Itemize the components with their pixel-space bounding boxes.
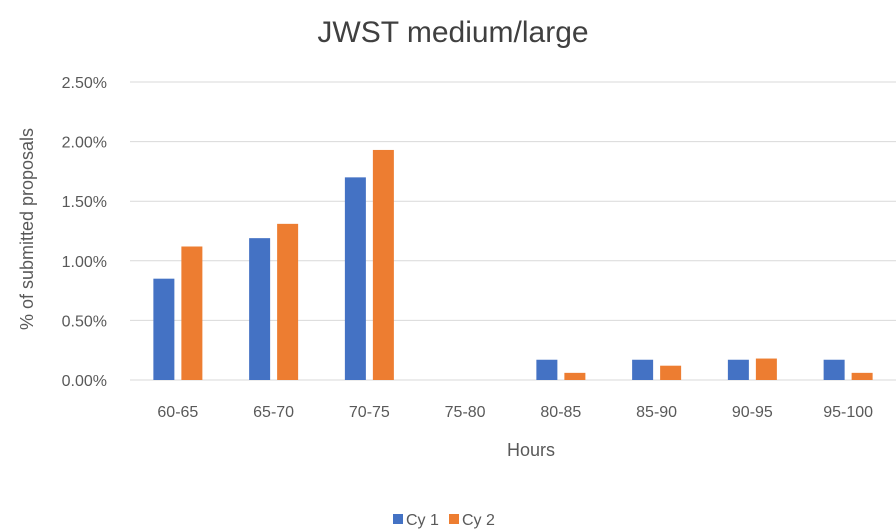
chart-title: JWST medium/large: [317, 16, 588, 49]
x-axis-label: Hours: [507, 440, 555, 460]
y-axis-label: % of submitted proposals: [17, 128, 37, 330]
y-tick-label: 0.50%: [62, 313, 107, 330]
bars: [153, 149, 873, 380]
y-tick-label: 2.50%: [62, 75, 107, 92]
y-tick-label: 1.00%: [62, 254, 107, 271]
y-axis-ticks: 0.00% 0.50% 1.00% 1.50% 2.00% 2.50%: [62, 75, 107, 390]
bar-cy-1: [727, 359, 749, 380]
x-tick-label: 65-70: [253, 404, 294, 421]
bar-cy-1: [153, 278, 175, 380]
bar-cy-2: [277, 223, 299, 380]
x-tick-label: 85-90: [636, 404, 677, 421]
x-tick-label: 75-80: [445, 404, 486, 421]
bar-cy-1: [344, 177, 366, 380]
legend-label: Cy 2: [462, 512, 495, 529]
y-tick-label: 2.00%: [62, 135, 107, 152]
x-tick-label: 90-95: [732, 404, 773, 421]
legend-swatch: [449, 514, 459, 524]
bar-cy-1: [536, 359, 558, 380]
gridlines: [130, 81, 896, 381]
legend-item: Cy 2: [449, 512, 495, 529]
bar-cy-1: [632, 359, 654, 380]
bar-cy-2: [181, 246, 203, 380]
bar-cy-1: [823, 359, 845, 380]
bar-cy-1: [249, 238, 271, 380]
bar-cy-2: [755, 358, 777, 380]
legend-item: Cy 1: [393, 512, 439, 529]
bar-cy-2: [372, 149, 394, 380]
x-axis-ticks: 60-65 65-70 70-75 75-80 80-85 85-90 90-95 95-10…: [157, 404, 873, 421]
legend-label: Cy 1: [406, 512, 439, 529]
x-tick-label: 80-85: [540, 404, 581, 421]
bar-cy-2: [851, 372, 873, 380]
x-tick-label: 70-75: [349, 404, 390, 421]
bar-cy-2: [564, 372, 586, 380]
x-tick-label: 95-100: [823, 404, 873, 421]
legend-swatch: [393, 514, 403, 524]
y-tick-label: 1.50%: [62, 194, 107, 211]
bar-cy-2: [660, 365, 682, 380]
legend: Cy 1 Cy 2: [393, 512, 495, 529]
y-tick-label: 0.00%: [62, 373, 107, 390]
x-tick-label: 60-65: [157, 404, 198, 421]
